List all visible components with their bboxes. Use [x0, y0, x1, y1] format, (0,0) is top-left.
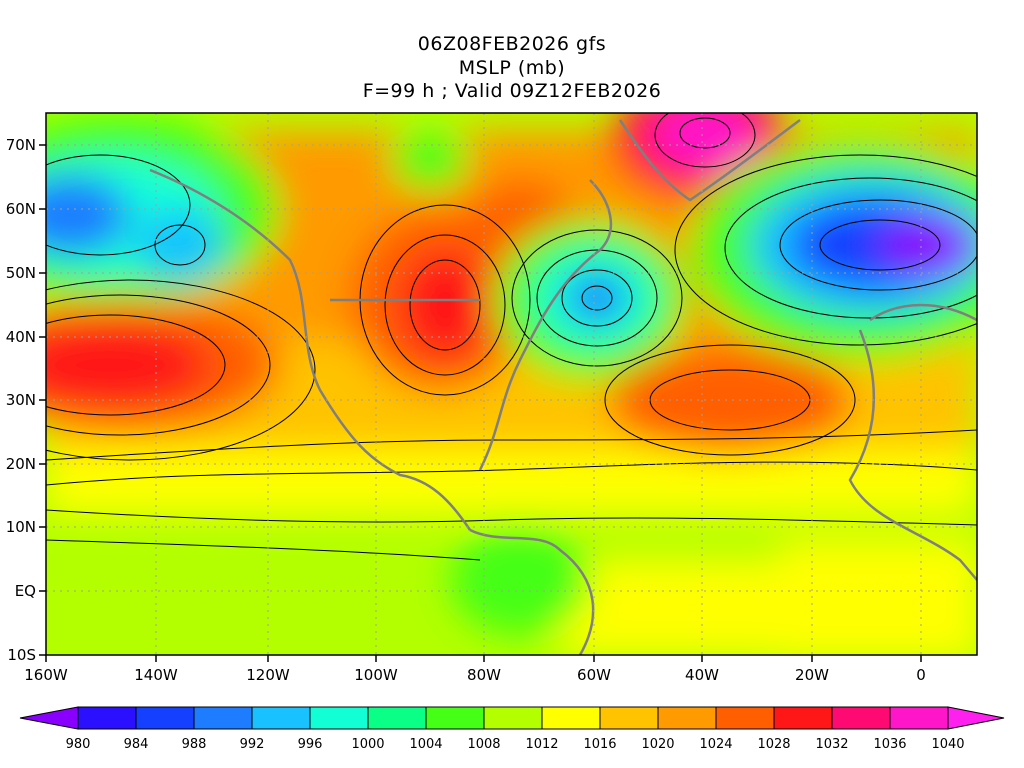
colorbar-swatch: [135, 706, 195, 730]
colorbar-swatch: [773, 706, 833, 730]
y-tick-label: 40N: [6, 328, 36, 346]
colorbar-swatch: [367, 706, 427, 730]
colorbar-label: 988: [182, 737, 207, 752]
x-tick-label: 140W: [134, 666, 178, 684]
colorbar-label: 984: [124, 737, 149, 752]
map-frame: [45, 112, 978, 656]
colorbar-label: 1040: [931, 737, 964, 752]
colorbar-label: 1012: [525, 737, 558, 752]
colorbar-swatch: [599, 706, 659, 730]
colorbar-swatch: [77, 706, 137, 730]
x-axis: 160W 140W 120W 100W 80W 60W 40W 20W 0: [24, 655, 926, 684]
colorbar-high-arrow: [947, 706, 1005, 730]
coastlines: [149, 118, 977, 655]
colorbar-label: 1036: [873, 737, 906, 752]
map-title-valid: F=99 h ; Valid 09Z12FEB2026: [362, 80, 662, 102]
colorbar-swatch: [657, 706, 717, 730]
colorbar-label: 996: [298, 737, 323, 752]
map-title-run: 06Z08FEB2026 gfs: [417, 33, 607, 55]
y-tick-label: 50N: [6, 264, 36, 282]
colorbar-swatch: [483, 706, 543, 730]
colorbar-low-arrow: [19, 706, 79, 730]
colorbar-swatch: [715, 706, 775, 730]
y-tick-label: 30N: [6, 391, 36, 409]
x-tick-label: 100W: [354, 666, 398, 684]
pressure-field: [46, 113, 977, 655]
y-tick-label: 20N: [6, 455, 36, 473]
colorbar-swatch: [889, 706, 949, 730]
x-tick-label: 0: [916, 666, 926, 684]
y-tick-label: 60N: [6, 200, 36, 218]
colorbar-label: 1028: [757, 737, 790, 752]
x-tick-label: 160W: [24, 666, 68, 684]
colorbar-label: 1032: [815, 737, 848, 752]
colorbar-swatch: [541, 706, 601, 730]
colorbar-label: 980: [66, 737, 91, 752]
colorbar: 980 984 988 992 996 1000 1004 1008 1012 1016 1020 1…: [19, 706, 1005, 752]
colorbar-label: 992: [240, 737, 265, 752]
x-tick-label: 20W: [795, 666, 829, 684]
map-title-field: MSLP (mb): [458, 57, 566, 79]
isobar-contours: [46, 113, 977, 561]
colorbar-label: 1024: [699, 737, 732, 752]
y-tick-label: EQ: [15, 582, 36, 600]
colorbar-label: 1020: [641, 737, 674, 752]
colorbar-swatch: [831, 706, 891, 730]
colorbar-label: 1000: [351, 737, 384, 752]
colorbar-swatch: [251, 706, 311, 730]
x-tick-label: 60W: [577, 666, 611, 684]
y-tick-label: 10S: [7, 646, 36, 664]
y-tick-label: 70N: [6, 136, 36, 154]
grid-lines: [46, 113, 977, 655]
colorbar-swatch: [309, 706, 369, 730]
y-axis: 70N 60N 50N 40N 30N 20N 10N EQ 10S: [6, 136, 46, 664]
colorbar-swatch: [193, 706, 253, 730]
colorbar-label: 1004: [409, 737, 442, 752]
x-tick-label: 40W: [685, 666, 719, 684]
colorbar-swatch: [425, 706, 485, 730]
x-tick-label: 80W: [467, 666, 501, 684]
colorbar-label: 1016: [583, 737, 616, 752]
colorbar-label: 1008: [467, 737, 500, 752]
y-tick-label: 10N: [6, 518, 36, 536]
x-tick-label: 120W: [246, 666, 290, 684]
